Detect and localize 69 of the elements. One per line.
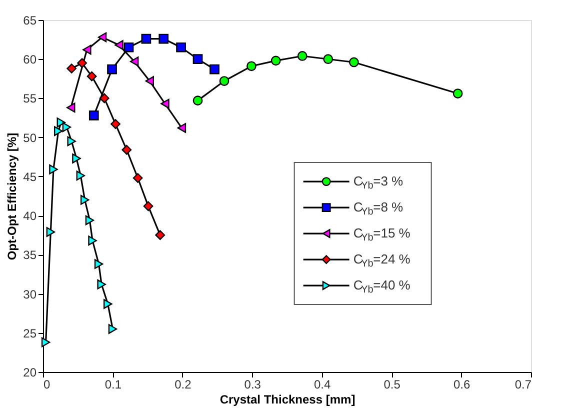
point (99, 93, 110, 104)
x-tick-label: 0.4 (314, 378, 332, 392)
point (130, 56, 139, 66)
point (97, 279, 106, 290)
point (76, 170, 85, 181)
point (94, 259, 104, 269)
point (160, 98, 170, 109)
x-axis-title: Crystal Thickness [mm] (220, 392, 356, 406)
point (192, 96, 203, 106)
point (219, 76, 230, 86)
point (66, 64, 77, 74)
y-tick-label: 60 (23, 52, 37, 67)
point (86, 71, 97, 82)
point (107, 64, 117, 74)
y-tick-label: 30 (23, 287, 37, 302)
point (85, 215, 94, 226)
y-tick-label: 65 (23, 14, 37, 28)
x-tick-label: 0.6 (453, 378, 470, 392)
y-tick-label: 25 (23, 326, 37, 340)
point (176, 42, 186, 52)
y-tick-label: 20 (23, 366, 37, 380)
point (72, 154, 81, 164)
point (80, 194, 90, 205)
point (192, 54, 203, 64)
point (246, 61, 256, 72)
y-tick-label: 50 (23, 130, 37, 145)
point (124, 42, 134, 52)
y-tick-label: 55 (23, 92, 37, 106)
point (122, 144, 132, 155)
x-tick-label: 0.1 (104, 378, 122, 392)
point (62, 122, 72, 132)
point (132, 173, 143, 183)
point (77, 58, 87, 68)
x-tick-label: 0.2 (174, 378, 192, 392)
point (452, 88, 463, 98)
point (88, 236, 97, 246)
point (46, 227, 56, 237)
point (67, 136, 76, 146)
y-tick-label: 45 (23, 170, 37, 184)
point (348, 57, 359, 68)
y-tick-label: 40 (23, 209, 37, 224)
point (82, 44, 92, 55)
point (54, 126, 63, 136)
point (323, 54, 334, 64)
point (143, 201, 154, 212)
point (155, 230, 166, 240)
point (110, 119, 120, 129)
point (56, 118, 66, 128)
point (270, 56, 281, 66)
x-tick-label: 0.3 (244, 378, 262, 392)
x-tick-label: 0 (44, 378, 50, 392)
x-tick-label: 0.7 (514, 378, 532, 392)
point (88, 110, 99, 120)
point (114, 40, 124, 50)
point (177, 123, 186, 133)
point (41, 337, 50, 348)
point (158, 34, 169, 44)
point (210, 64, 220, 74)
point (98, 32, 107, 42)
y-axis-title: Opt-Opt Efficiency [%] (5, 132, 20, 260)
point (145, 76, 154, 86)
point (49, 164, 58, 174)
point (103, 299, 112, 309)
point (297, 51, 308, 61)
x-tick-label: 0.5 (384, 378, 401, 392)
point (66, 102, 76, 113)
point (108, 324, 118, 334)
y-tick-label: 35 (23, 248, 37, 262)
point (141, 34, 152, 44)
